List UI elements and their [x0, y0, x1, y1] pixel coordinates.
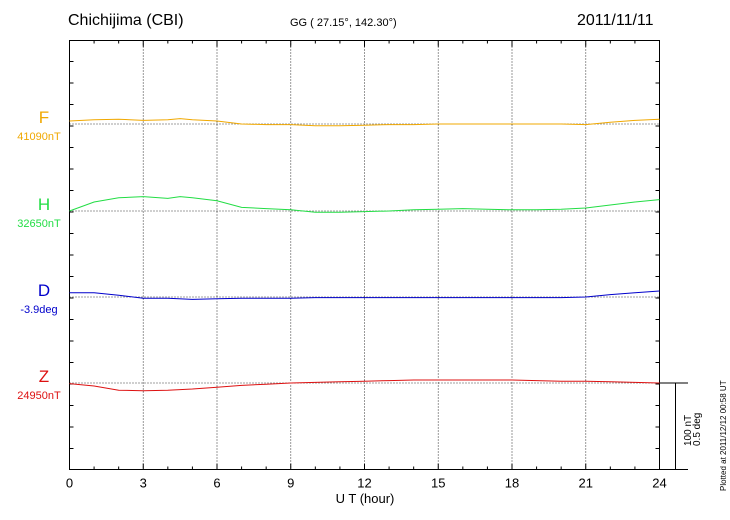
- series-line-z: [69, 379, 660, 392]
- x-tick-label: 12: [357, 476, 371, 491]
- x-tick-label: 21: [579, 476, 593, 491]
- channel-label-z: Z: [38, 367, 50, 386]
- scale-label-deg: 0.5 deg: [692, 412, 703, 446]
- channel-baseline-z: 24950nT: [17, 390, 61, 402]
- plot-frame: [69, 40, 660, 470]
- plotted-timestamp: Plotted at 2011/12/12 00:58 UT: [719, 380, 728, 491]
- x-tick-label: 9: [287, 476, 294, 491]
- x-tick-label: 24: [652, 476, 666, 491]
- x-tick-label: 18: [505, 476, 519, 491]
- x-tick-label: 15: [431, 476, 445, 491]
- chart-title: Chichijima (CBI): [68, 12, 184, 29]
- channel-label-f: F: [38, 108, 50, 127]
- channel-label-d: D: [37, 281, 51, 300]
- x-tick-label: 3: [140, 476, 147, 491]
- series-line-h: [69, 196, 660, 213]
- x-tick-label: 6: [213, 476, 220, 491]
- chart-date: 2011/11/11: [577, 12, 654, 29]
- station-coordinates: GG ( 27.15°, 142.30°): [290, 17, 397, 29]
- channel-label-h: H: [37, 195, 51, 214]
- x-tick-label: 0: [66, 476, 73, 491]
- x-axis-label: U T (hour): [336, 491, 395, 506]
- channel-baseline-d: -3.9deg: [20, 304, 58, 316]
- channel-baseline-h: 32650nT: [17, 218, 61, 230]
- series-line-f: [69, 118, 660, 127]
- channel-baseline-f: 41090nT: [17, 131, 61, 143]
- series-line-d: [69, 290, 660, 300]
